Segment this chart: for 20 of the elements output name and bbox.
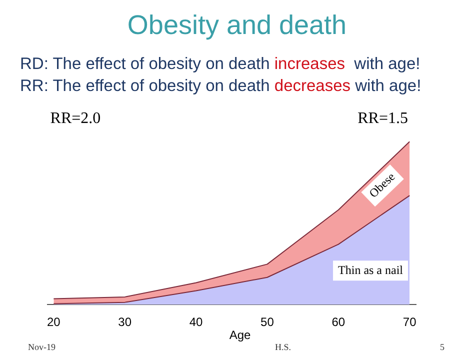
- text: H.S.: [275, 342, 292, 352]
- chart-title: Obesity and death: [126, 10, 348, 41]
- x-tick-label: 60: [332, 315, 346, 330]
- text: RR: The effect of obesity on death: [20, 77, 271, 95]
- x-axis-title: Age: [228, 328, 252, 342]
- x-tick-label: 40: [189, 315, 204, 330]
- x-tick-label: 50: [260, 315, 274, 330]
- text: 5: [440, 342, 444, 352]
- x-tick-label: 30: [118, 315, 132, 330]
- text: increases: [274, 55, 346, 73]
- x-tick-label: 20: [46, 315, 61, 330]
- text: RR=2.0: [50, 110, 101, 128]
- text: Nov-19: [28, 342, 56, 352]
- text: RR=1.5: [358, 110, 408, 128]
- text: RD: The effect of obesity on death: [20, 55, 271, 73]
- text: decreases: [274, 77, 351, 95]
- text: with age!: [354, 77, 422, 95]
- text: with age!: [353, 55, 420, 73]
- annotation: Thin as a nail: [338, 262, 404, 277]
- x-tick-label: 70: [402, 315, 417, 330]
